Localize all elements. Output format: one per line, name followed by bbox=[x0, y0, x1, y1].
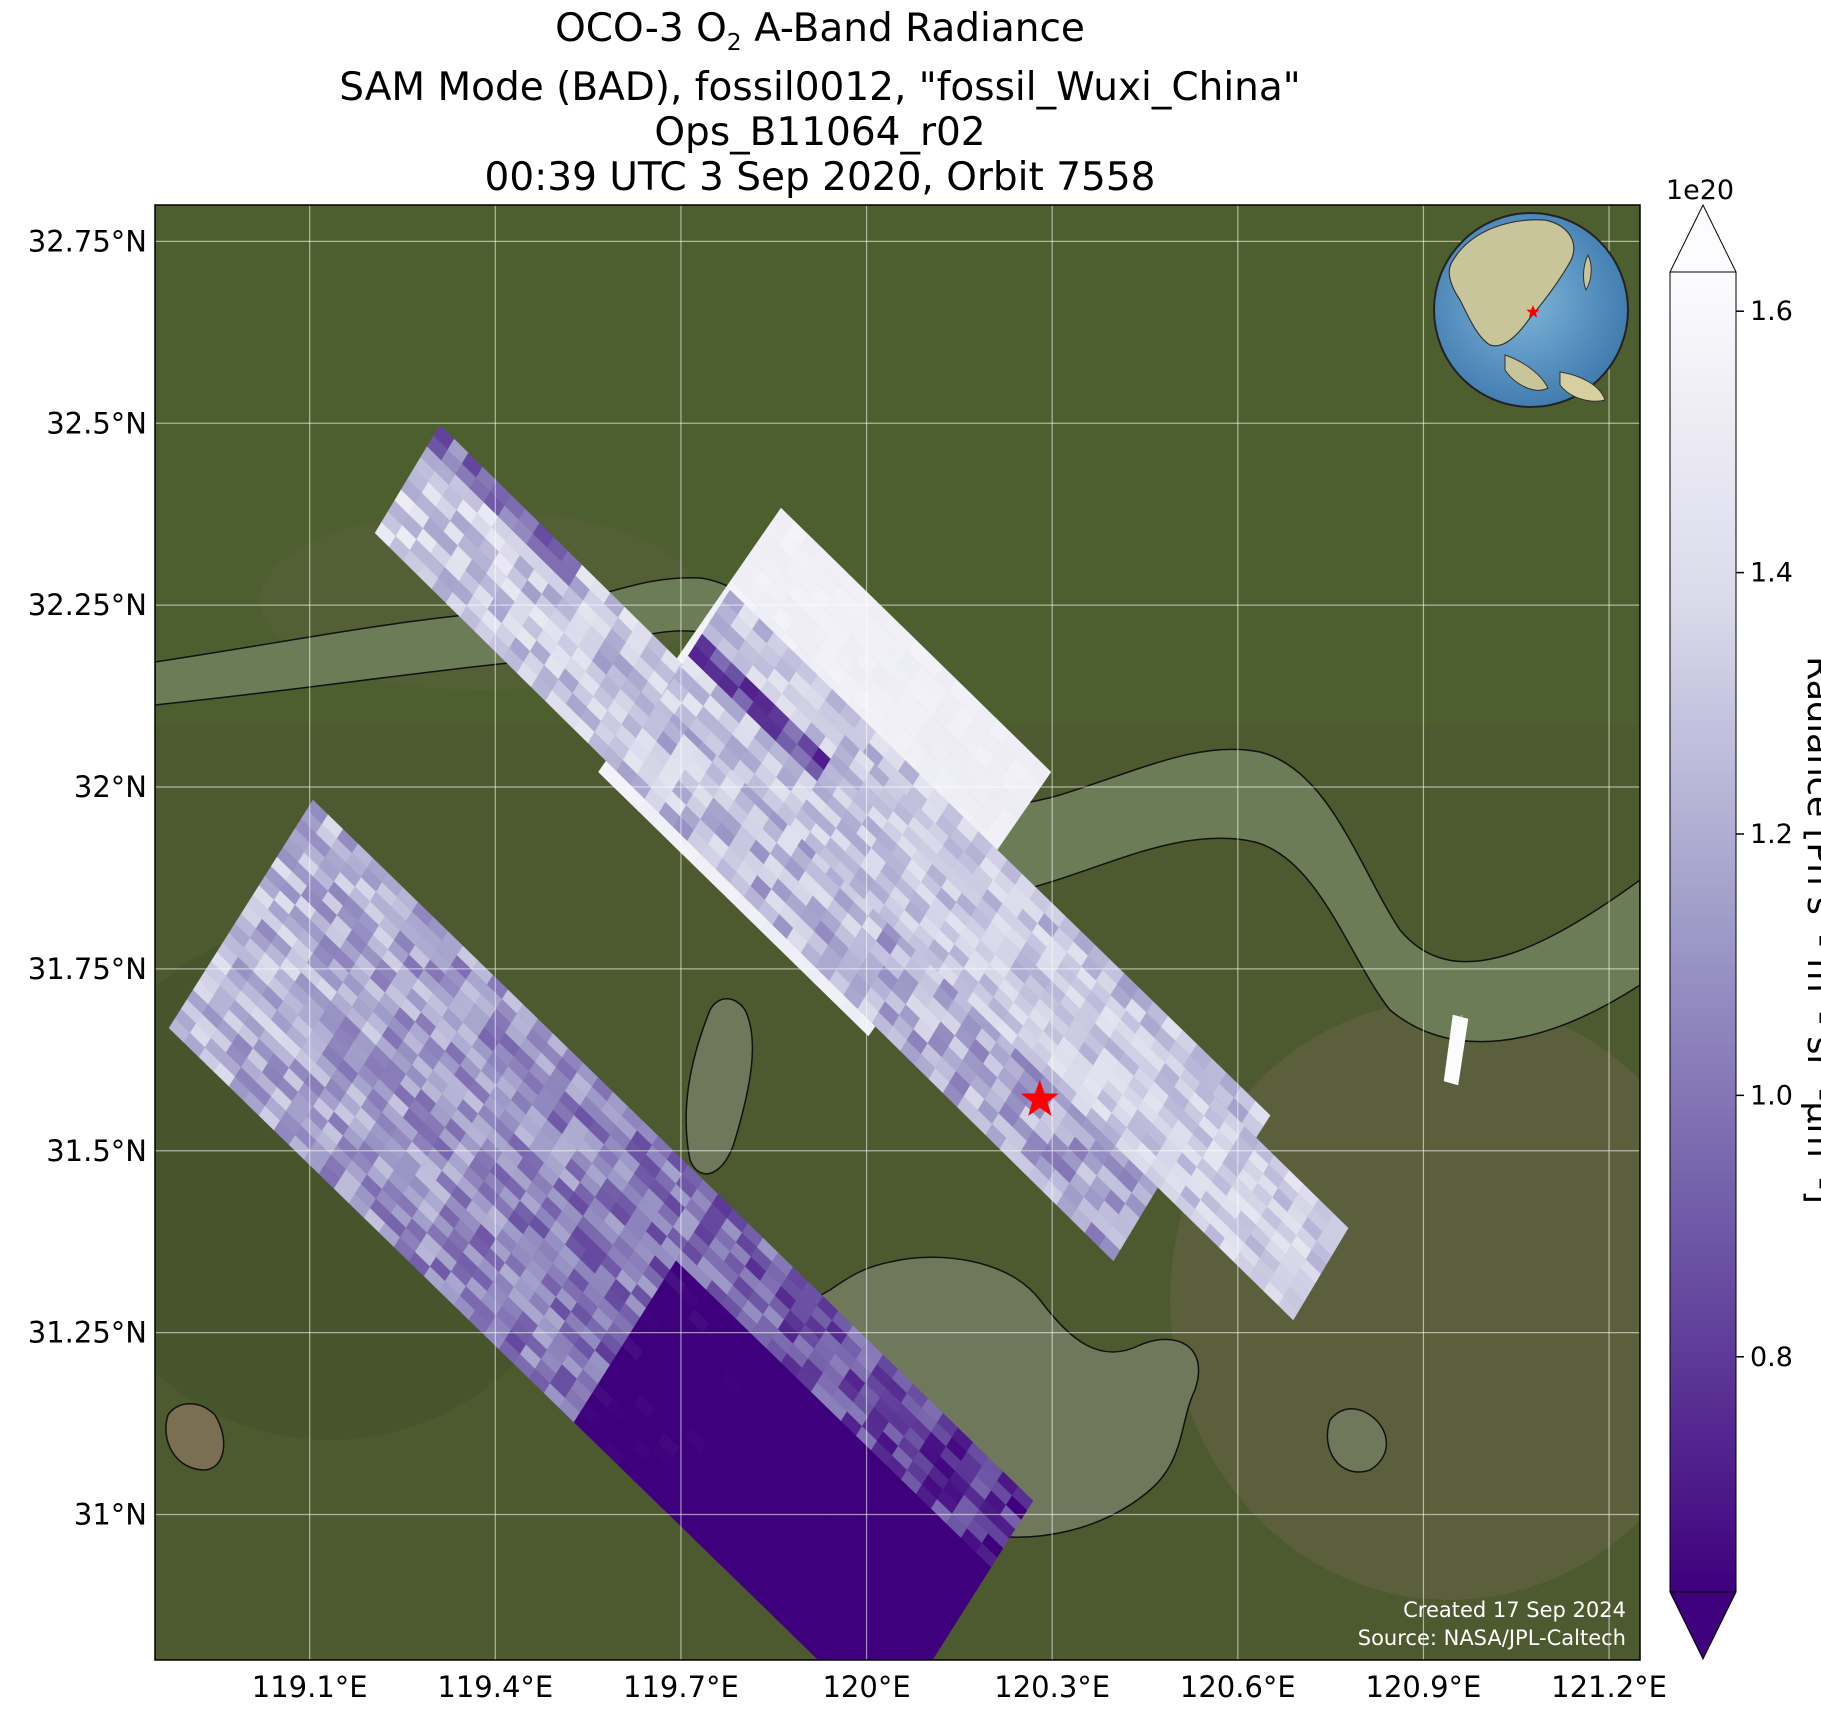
colorbar-tick-label: 1.2 bbox=[1750, 819, 1793, 850]
map-gridlines bbox=[155, 205, 1640, 1660]
lon-tick-label: 120°E bbox=[822, 1670, 910, 1704]
sounding bbox=[835, 1651, 851, 1660]
gehu-lake bbox=[685, 998, 754, 1175]
globe-islands bbox=[1504, 354, 1549, 391]
colorbar-tick-label: 1.4 bbox=[1750, 558, 1793, 589]
sounding bbox=[1278, 1295, 1299, 1321]
sounding bbox=[819, 1636, 842, 1660]
east-lake bbox=[1326, 1408, 1387, 1473]
sounding bbox=[867, 1637, 890, 1660]
colorbar-ticks: 0.8 1.0 1.2 1.4 1.6 bbox=[1736, 296, 1793, 1373]
sounding bbox=[840, 1641, 863, 1660]
colorbar-extend-bottom bbox=[1669, 1591, 1737, 1661]
colorbar-gradient bbox=[1669, 271, 1737, 1593]
chart-title: OCO-3 O2 A-Band Radiance SAM Mode (BAD),… bbox=[155, 6, 1485, 200]
map-frame bbox=[154, 204, 1641, 1661]
title-line-4: 00:39 UTC 3 Sep 2020, Orbit 7558 bbox=[484, 154, 1156, 200]
sounding bbox=[883, 1651, 898, 1660]
lat-tick-label: 31.75°N bbox=[28, 952, 147, 986]
sounding bbox=[859, 1656, 866, 1660]
target-marker-layer bbox=[1020, 1079, 1059, 1116]
colorbar-label: Radiance [Ph s⁻¹ m⁻² sr⁻¹μm⁻¹] bbox=[1799, 656, 1821, 1204]
basemap-urban bbox=[1170, 1000, 1640, 1600]
west-lake bbox=[165, 1403, 225, 1471]
globe-target-star-icon bbox=[1526, 305, 1540, 318]
sounding bbox=[1443, 1014, 1469, 1086]
inset-globe bbox=[1433, 212, 1629, 408]
sounding bbox=[915, 1637, 938, 1660]
lat-tick-label: 32.75°N bbox=[28, 224, 147, 258]
colorbar-extend-top bbox=[1669, 203, 1737, 273]
lon-tick-label: 119.4°E bbox=[437, 1670, 553, 1704]
target-star-icon bbox=[1020, 1079, 1059, 1116]
lon-tick-label: 120.6°E bbox=[1180, 1670, 1296, 1704]
lat-tick-label: 31°N bbox=[74, 1498, 147, 1532]
colorbar-tick-label: 1.0 bbox=[1750, 1080, 1793, 1111]
created-credit: Created 17 Sep 2024 bbox=[1403, 1598, 1626, 1622]
title-line-1: OCO-3 O2 A-Band Radiance bbox=[555, 6, 1085, 56]
longitude-tick-labels: 119.1°E 119.4°E 119.7°E 120°E 120.3°E 120.6°E… bbox=[252, 1670, 1667, 1704]
lat-tick-label: 31.5°N bbox=[46, 1134, 147, 1168]
title-line-3: Ops_B11064_r02 bbox=[654, 109, 986, 155]
globe-asia-land bbox=[1448, 219, 1575, 347]
globe-australia bbox=[1559, 371, 1606, 402]
lat-tick-label: 32.5°N bbox=[46, 406, 147, 440]
colorbar: 1e20 0.8 1.0 1.2 1.4 1.6 Radiance [Ph s⁻¹ m⁻… bbox=[1666, 175, 1821, 1661]
lon-tick-label: 119.7°E bbox=[623, 1670, 739, 1704]
title-line-2: SAM Mode (BAD), fossil0012, "fossil_Wuxi… bbox=[339, 64, 1301, 110]
source-credit: Source: NASA/JPL-Caltech bbox=[1358, 1626, 1626, 1650]
lon-tick-label: 120.9°E bbox=[1366, 1670, 1482, 1704]
globe-japan bbox=[1583, 253, 1592, 292]
sounding bbox=[1098, 1235, 1121, 1262]
lat-tick-label: 31.25°N bbox=[28, 1316, 147, 1350]
sounding bbox=[813, 1645, 835, 1660]
lat-tick-label: 32°N bbox=[74, 770, 147, 804]
sounding bbox=[909, 1647, 929, 1660]
lon-tick-label: 121.2°E bbox=[1551, 1670, 1667, 1704]
colorbar-tick-label: 0.8 bbox=[1750, 1342, 1793, 1373]
colorbar-multiplier: 1e20 bbox=[1666, 175, 1734, 206]
colorbar-tick-label: 1.6 bbox=[1750, 296, 1793, 327]
latitude-tick-labels: 32.75°N 32.5°N 32.25°N 32°N 31.75°N 31.5°N 31.… bbox=[28, 224, 147, 1531]
lon-tick-label: 119.1°E bbox=[252, 1670, 368, 1704]
lon-tick-label: 120.3°E bbox=[994, 1670, 1110, 1704]
sounding bbox=[888, 1642, 911, 1660]
sounding bbox=[874, 1705, 895, 1712]
lat-tick-label: 32.25°N bbox=[28, 588, 147, 622]
